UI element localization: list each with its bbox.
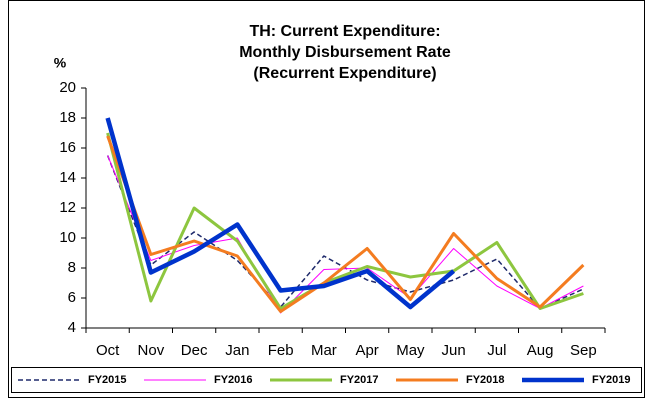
y-tick-label: 4 xyxy=(68,319,76,336)
series-line xyxy=(107,155,584,314)
chart-frame xyxy=(8,0,645,398)
x-tick-label: Dec xyxy=(181,342,208,359)
x-tick-label: Sep xyxy=(570,342,597,359)
x-tick-label: Jun xyxy=(442,342,466,359)
legend-label: FY2017 xyxy=(340,374,379,386)
series-line xyxy=(106,155,584,310)
x-tick-label: Feb xyxy=(268,342,294,359)
x-tick-label: May xyxy=(396,342,425,359)
y-tick-label: 6 xyxy=(68,289,76,306)
legend-label: FY2016 xyxy=(214,374,253,386)
x-tick-label: Oct xyxy=(96,342,120,359)
x-tick-label: Jul xyxy=(487,342,506,359)
y-tick-label: 12 xyxy=(59,199,76,216)
x-tick-label: Aug xyxy=(527,342,554,359)
y-tick-label: 10 xyxy=(59,229,76,246)
y-tick-label: 16 xyxy=(59,139,76,156)
y-axis-label: % xyxy=(54,55,67,71)
x-tick-label: Jan xyxy=(225,342,249,359)
series-line xyxy=(106,135,585,313)
x-tick-label: Mar xyxy=(311,342,337,359)
legend-label: FY2015 xyxy=(88,374,127,386)
x-tick-label: Apr xyxy=(355,342,378,359)
y-tick-label: 14 xyxy=(59,169,76,186)
y-tick-label: 18 xyxy=(59,109,76,126)
chart-title: Monthly Disbursement Rate xyxy=(239,44,451,61)
y-tick-label: 20 xyxy=(59,79,76,96)
chart-title: (Recurrent Expenditure) xyxy=(253,65,436,82)
series-line xyxy=(106,132,584,310)
y-tick-label: 8 xyxy=(68,259,76,276)
legend-label: FY2019 xyxy=(592,374,631,386)
x-tick-label: Nov xyxy=(138,342,165,359)
chart-title: TH: Current Expenditure: xyxy=(249,23,440,40)
legend-label: FY2018 xyxy=(466,374,505,386)
series-line xyxy=(105,117,456,310)
